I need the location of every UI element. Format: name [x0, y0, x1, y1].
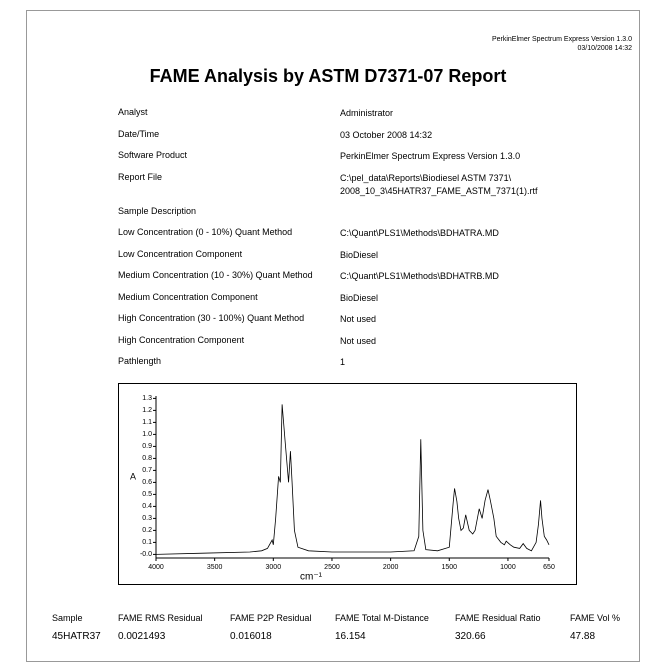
field-label: Software Product: [118, 150, 188, 160]
y-tick-label: 1.3: [142, 395, 152, 402]
page-frame: [26, 10, 640, 662]
field-label: Low Concentration (0 - 10%) Quant Method: [118, 227, 293, 237]
field-label: Date/Time: [118, 128, 160, 139]
field-label: High Concentration (30 - 100%) Quant Met…: [118, 313, 305, 323]
y-tick-label: 0.1: [142, 539, 152, 546]
field-value: 1: [340, 357, 346, 367]
header-timestamp: 03/10/2008 14:32: [577, 45, 633, 52]
result-value: 320.66: [455, 631, 486, 642]
field-label: Report File: [118, 171, 163, 182]
y-tick-label: 0.7: [142, 467, 152, 474]
y-tick-label: 1.1: [142, 419, 152, 426]
y-axis-label: A: [130, 471, 136, 481]
field-value: C:\Quant\PLS1\Methods\BDHATRA.MD: [340, 228, 499, 238]
field-value: C:\Quant\PLS1\Methods\BDHATRB.MD: [340, 271, 499, 281]
x-tick-label: 2500: [324, 564, 340, 571]
field-value: Not used: [340, 335, 377, 346]
y-tick-label: 0.9: [142, 443, 152, 450]
result-header: FAME RMS Residual: [118, 613, 203, 623]
result-value: 45HATR37: [52, 631, 101, 642]
field-value: 03 October 2008 14:32: [340, 129, 433, 140]
field-label: Analyst: [118, 107, 148, 117]
header-product: PerkinElmer Spectrum Express Version 1.3…: [491, 36, 632, 43]
field-value: C:\pel_data\Reports\Biodiesel ASTM 7371\: [340, 172, 512, 183]
spectrum-line: [155, 404, 550, 555]
y-tick-label: 1.2: [142, 407, 152, 414]
y-tick-label: 0.4: [142, 503, 152, 510]
field-label: Pathlength: [118, 356, 162, 366]
result-value: 47.88: [570, 631, 596, 642]
result-header: Sample: [52, 613, 83, 623]
spectrum-chart: -0.0 0.1 0.2 0.3 0.4 0.5 0.6 0.7 0.8 0.9 1.0 1.1 1.2…: [118, 383, 577, 585]
field-value: Not used: [340, 314, 377, 324]
x-tick-label: 650: [543, 564, 555, 571]
field-value: Administrator: [340, 108, 394, 118]
report-title: FAME Analysis by ASTM D7371-07 Report: [149, 66, 507, 86]
x-tick-label: 1000: [500, 564, 516, 571]
field-value: 2008_10_3\45HATR37_FAME_ASTM_7371(1).rtf: [340, 185, 538, 196]
field-label: High Concentration Component: [118, 334, 245, 345]
x-tick-label: 4000: [148, 564, 164, 571]
result-header: FAME P2P Residual: [230, 613, 312, 623]
x-tick-label: 3500: [207, 564, 223, 571]
y-tick-label: 0.6: [142, 479, 152, 486]
field-label: Medium Concentration Component: [118, 291, 258, 302]
field-label: Sample Description: [118, 205, 197, 216]
result-header: FAME Total M-Distance: [335, 613, 429, 623]
result-value: 0.016018: [230, 631, 272, 642]
field-label: Medium Concentration (10 - 30%) Quant Me…: [118, 270, 313, 280]
result-value: 16.154: [335, 631, 366, 642]
y-tick-label: 0.3: [142, 515, 152, 522]
field-label: Low Concentration Component: [118, 248, 243, 259]
result-header: FAME Residual Ratio: [455, 613, 541, 623]
y-tick-label: 0.5: [142, 491, 152, 498]
field-value: BioDiesel: [340, 249, 379, 260]
result-value: 0.0021493: [118, 631, 166, 642]
y-tick-label: 1.0: [142, 431, 152, 438]
x-tick-label: 3000: [266, 564, 282, 571]
y-tick-label: 0.2: [142, 527, 152, 534]
y-tick-label: 0.8: [142, 455, 152, 462]
result-header: FAME Vol %: [570, 613, 621, 623]
x-tick-label: 2000: [383, 564, 399, 571]
field-value: BioDiesel: [340, 292, 379, 303]
x-axis-label: cm⁻¹: [300, 572, 323, 583]
x-tick-label: 1500: [441, 564, 457, 571]
y-tick-label: -0.0: [140, 551, 152, 558]
field-value: PerkinElmer Spectrum Express Version 1.3…: [340, 151, 521, 161]
